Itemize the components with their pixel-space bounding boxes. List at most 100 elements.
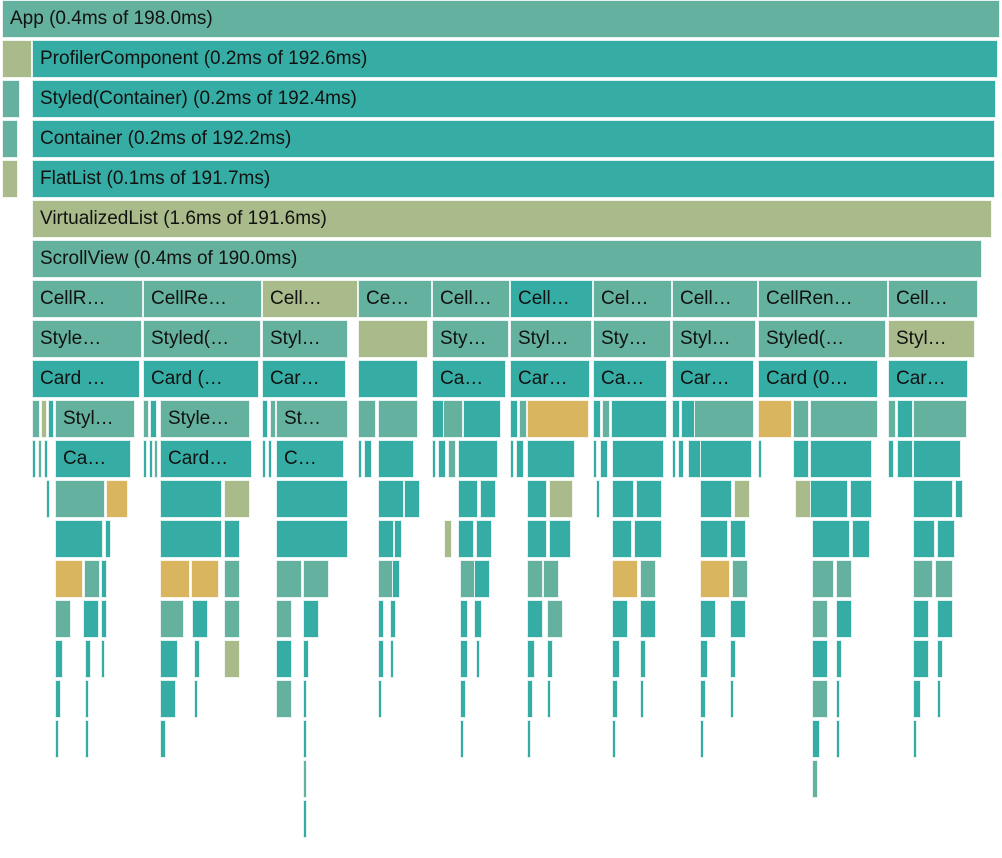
- flame-bar-frame[interactable]: [194, 640, 200, 678]
- flame-bar-frame[interactable]: [678, 440, 684, 478]
- flame-bar-frame[interactable]: [519, 400, 527, 438]
- flame-bar-frame[interactable]: [358, 320, 428, 358]
- flame-bar-frame[interactable]: [547, 680, 551, 718]
- flame-bar-card[interactable]: Card…: [160, 440, 252, 478]
- flame-bar-frame[interactable]: [378, 600, 384, 638]
- flame-bar-frame[interactable]: [913, 680, 921, 718]
- flame-bar-frame[interactable]: [634, 520, 662, 558]
- flame-bar-frame[interactable]: [160, 480, 222, 518]
- flame-bar-frame[interactable]: [730, 600, 746, 638]
- flame-bar-frame[interactable]: [358, 360, 418, 398]
- flame-bar-frame[interactable]: [913, 560, 933, 598]
- flame-bar-cellrenderercomponent[interactable]: CellR…: [32, 280, 143, 318]
- flame-bar-frame[interactable]: [913, 400, 967, 438]
- flame-bar-card[interactable]: Ca…: [432, 360, 506, 398]
- flame-bar-frame[interactable]: [527, 720, 531, 758]
- flame-bar-frame[interactable]: [378, 680, 382, 718]
- flame-bar-frame[interactable]: [897, 440, 913, 478]
- flame-bar-frame[interactable]: [392, 560, 400, 598]
- flame-bar-frame[interactable]: [730, 640, 736, 678]
- flame-bar-frame[interactable]: [812, 640, 828, 678]
- flame-bar-frame[interactable]: [612, 640, 620, 678]
- flame-bar-frame[interactable]: [812, 680, 828, 718]
- flame-bar-frame[interactable]: [194, 680, 198, 718]
- flame-bar-frame[interactable]: [262, 400, 268, 438]
- flame-bar-frame[interactable]: [810, 480, 848, 518]
- flame-bar-frame[interactable]: [700, 720, 704, 758]
- flame-bar-frame[interactable]: [364, 440, 372, 478]
- flame-bar-frame[interactable]: [593, 400, 601, 438]
- flame-bar-card[interactable]: Card (…: [143, 360, 259, 398]
- flame-bar-frame[interactable]: [527, 400, 589, 438]
- flame-bar-profilercomponent-0-2ms-of-192-6ms[interactable]: ProfilerComponent (0.2ms of 192.6ms): [32, 40, 998, 78]
- flame-bar-card[interactable]: Card …: [32, 360, 140, 398]
- flame-bar-frame[interactable]: [474, 600, 482, 638]
- flame-bar-frame[interactable]: [640, 640, 646, 678]
- flame-bar-frame[interactable]: [303, 560, 329, 598]
- flame-bar-styled-view[interactable]: Styl…: [55, 400, 135, 438]
- flame-bar-frame[interactable]: [913, 640, 929, 678]
- flame-bar-frame[interactable]: [378, 640, 384, 678]
- flame-bar-frame[interactable]: [672, 400, 680, 438]
- flame-bar-frame[interactable]: [84, 560, 100, 598]
- flame-bar-frame[interactable]: [2, 160, 18, 198]
- flame-bar-frame[interactable]: [150, 400, 157, 438]
- flame-bar-frame[interactable]: [224, 640, 240, 678]
- flame-bar-frame[interactable]: [224, 600, 240, 638]
- flame-bar-frame[interactable]: [438, 440, 446, 478]
- flame-bar-frame[interactable]: [600, 440, 608, 478]
- flame-bar-frame[interactable]: [612, 480, 634, 518]
- flame-bar-frame[interactable]: [160, 600, 184, 638]
- flame-bar-frame[interactable]: [836, 600, 852, 638]
- flame-bar-frame[interactable]: [611, 400, 667, 438]
- flame-bar-frame[interactable]: [191, 560, 219, 598]
- flame-bar-frame[interactable]: [85, 720, 89, 758]
- flame-bar-frame[interactable]: [303, 760, 307, 798]
- flame-bar-frame[interactable]: [143, 400, 149, 438]
- flame-bar-frame[interactable]: [836, 640, 842, 678]
- flame-bar-frame[interactable]: [303, 800, 307, 838]
- flame-bar-frame[interactable]: [394, 520, 402, 558]
- flame-bar-styled-card[interactable]: Sty…: [593, 320, 671, 358]
- flame-bar-frame[interactable]: [46, 480, 50, 518]
- flame-bar-frame[interactable]: [270, 400, 276, 438]
- flame-bar-frame[interactable]: [700, 640, 708, 678]
- flame-bar-frame[interactable]: [812, 560, 834, 598]
- flame-bar-frame[interactable]: [85, 640, 91, 678]
- flame-bar-frame[interactable]: [937, 640, 943, 678]
- flame-bar-frame[interactable]: [812, 760, 818, 798]
- flame-bar-card[interactable]: Ca…: [593, 360, 667, 398]
- flame-bar-frame[interactable]: [101, 560, 107, 598]
- flame-bar-frame[interactable]: [732, 560, 748, 598]
- flame-bar-frame[interactable]: [432, 440, 436, 478]
- flame-bar-frame[interactable]: [852, 520, 870, 558]
- flame-bar-frame[interactable]: [262, 440, 266, 478]
- flame-bar-frame[interactable]: [700, 440, 752, 478]
- flame-bar-frame[interactable]: [510, 440, 514, 478]
- flame-bar-styled-card[interactable]: Styl…: [888, 320, 975, 358]
- flame-bar-frame[interactable]: [612, 600, 628, 638]
- flame-bar-cellrenderercomponent[interactable]: Ce…: [358, 280, 432, 318]
- flame-bar-frame[interactable]: [612, 680, 618, 718]
- flame-bar-frame[interactable]: [390, 640, 394, 678]
- flame-bar-frame[interactable]: [276, 600, 292, 638]
- flame-bar-frame[interactable]: [192, 600, 208, 638]
- flame-bar-card[interactable]: C…: [276, 440, 344, 478]
- flame-bar-frame[interactable]: [547, 640, 553, 678]
- flame-bar-frame[interactable]: [527, 680, 533, 718]
- flame-bar-cellrenderercomponent[interactable]: CellRen…: [758, 280, 888, 318]
- flame-bar-frame[interactable]: [303, 600, 319, 638]
- flame-bar-styled-card[interactable]: Sty…: [432, 320, 509, 358]
- flame-bar-frame[interactable]: [700, 560, 730, 598]
- flame-bar-frame[interactable]: [276, 480, 348, 518]
- flame-bar-frame[interactable]: [672, 440, 676, 478]
- flame-bar-frame[interactable]: [55, 600, 71, 638]
- flame-bar-frame[interactable]: [812, 720, 820, 758]
- flame-bar-frame[interactable]: [888, 400, 896, 438]
- flame-bar-frame[interactable]: [543, 560, 559, 598]
- flame-bar-frame[interactable]: [149, 440, 153, 478]
- flame-bar-flatlist-0-1ms-of-191-7ms[interactable]: FlatList (0.1ms of 191.7ms): [32, 160, 995, 198]
- flame-bar-frame[interactable]: [224, 520, 240, 558]
- flame-bar-frame[interactable]: [636, 480, 662, 518]
- flame-bar-frame[interactable]: [443, 400, 463, 438]
